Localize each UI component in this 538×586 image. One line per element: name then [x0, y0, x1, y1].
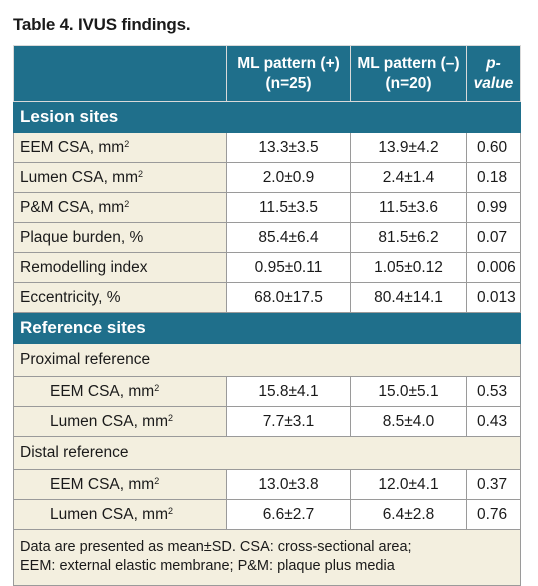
p-value: 0.37 — [466, 469, 521, 500]
distal-rows: EEM CSA, mm2 13.0±3.8 12.0±4.1 0.37 Lumen CS… — [13, 469, 521, 530]
p-value: 0.60 — [466, 132, 521, 163]
ml-negative-value: 15.0±5.1 — [350, 376, 467, 407]
table-row: Lumen CSA, mm2 2.0±0.9 2.4±1.4 0.18 — [13, 162, 521, 193]
table-row: Lumen CSA, mm2 6.6±2.7 6.4±2.8 0.76 — [13, 499, 521, 530]
p-value: 0.76 — [466, 499, 521, 530]
header-ml-negative: ML pattern (–) (n=20) — [350, 45, 467, 102]
ml-positive-value: 7.7±3.1 — [226, 406, 351, 437]
table-row: Remodelling index 0.95±0.11 1.05±0.12 0.006 — [13, 252, 521, 283]
p-value: 0.006 — [466, 252, 521, 283]
p-value: 0.53 — [466, 376, 521, 407]
row-label: Eccentricity, % — [13, 282, 227, 313]
row-label: Lumen CSA, mm2 — [13, 406, 227, 437]
table-row: P&M CSA, mm2 11.5±3.5 11.5±3.6 0.99 — [13, 192, 521, 223]
row-label: EEM CSA, mm2 — [13, 132, 227, 163]
proximal-reference-heading: Proximal reference — [13, 343, 521, 377]
section-reference-sites: Reference sites — [13, 312, 521, 344]
ml-positive-value: 11.5±3.5 — [226, 192, 351, 223]
ml-positive-value: 6.6±2.7 — [226, 499, 351, 530]
row-label: Lumen CSA, mm2 — [13, 162, 227, 193]
ivus-table: ML pattern (+) (n=25) ML pattern (–) (n=20… — [13, 45, 521, 586]
ml-negative-value: 12.0±4.1 — [350, 469, 467, 500]
proximal-rows: EEM CSA, mm2 15.8±4.1 15.0±5.1 0.53 Lumen CS… — [13, 376, 521, 437]
p-value: 0.99 — [466, 192, 521, 223]
ml-positive-value: 15.8±4.1 — [226, 376, 351, 407]
ml-negative-value: 8.5±4.0 — [350, 406, 467, 437]
ml-positive-value: 0.95±0.11 — [226, 252, 351, 283]
p-value: 0.07 — [466, 222, 521, 253]
table-row: Eccentricity, % 68.0±17.5 80.4±14.1 0.013 — [13, 282, 521, 313]
header-p-value: p-value — [466, 45, 521, 102]
p-value: 0.43 — [466, 406, 521, 437]
table-row: Plaque burden, % 85.4±6.4 81.5±6.2 0.07 — [13, 222, 521, 253]
lesion-rows: EEM CSA, mm2 13.3±3.5 13.9±4.2 0.60 Lumen CS… — [13, 132, 521, 313]
ml-negative-value: 11.5±3.6 — [350, 192, 467, 223]
ml-negative-value: 13.9±4.2 — [350, 132, 467, 163]
ml-negative-value: 80.4±14.1 — [350, 282, 467, 313]
p-value: 0.18 — [466, 162, 521, 193]
table-row: EEM CSA, mm2 13.3±3.5 13.9±4.2 0.60 — [13, 132, 521, 163]
distal-reference-heading: Distal reference — [13, 436, 521, 470]
ml-negative-value: 6.4±2.8 — [350, 499, 467, 530]
table-row: Lumen CSA, mm2 7.7±3.1 8.5±4.0 0.43 — [13, 406, 521, 437]
header-ml-positive: ML pattern (+) (n=25) — [226, 45, 351, 102]
table-row: EEM CSA, mm2 13.0±3.8 12.0±4.1 0.37 — [13, 469, 521, 500]
ml-positive-value: 68.0±17.5 — [226, 282, 351, 313]
header-row: ML pattern (+) (n=25) ML pattern (–) (n=20… — [13, 45, 521, 102]
footnote-row: Data are presented as mean±SD. CSA: cros… — [13, 529, 521, 586]
table-row: EEM CSA, mm2 15.8±4.1 15.0±5.1 0.53 — [13, 376, 521, 407]
row-label: EEM CSA, mm2 — [13, 469, 227, 500]
ml-negative-value: 81.5±6.2 — [350, 222, 467, 253]
row-label: Plaque burden, % — [13, 222, 227, 253]
ml-positive-value: 13.0±3.8 — [226, 469, 351, 500]
row-label: EEM CSA, mm2 — [13, 376, 227, 407]
section-lesion-sites: Lesion sites — [13, 101, 521, 133]
p-value: 0.013 — [466, 282, 521, 313]
ml-positive-value: 85.4±6.4 — [226, 222, 351, 253]
row-label: Lumen CSA, mm2 — [13, 499, 227, 530]
table-title: Table 4. IVUS findings. — [13, 15, 191, 34]
row-label: P&M CSA, mm2 — [13, 192, 227, 223]
ml-positive-value: 13.3±3.5 — [226, 132, 351, 163]
ml-negative-value: 1.05±0.12 — [350, 252, 467, 283]
ml-positive-value: 2.0±0.9 — [226, 162, 351, 193]
ml-negative-value: 2.4±1.4 — [350, 162, 467, 193]
header-blank-cell — [13, 45, 227, 102]
row-label: Remodelling index — [13, 252, 227, 283]
footnote: Data are presented as mean±SD. CSA: cros… — [13, 529, 521, 586]
